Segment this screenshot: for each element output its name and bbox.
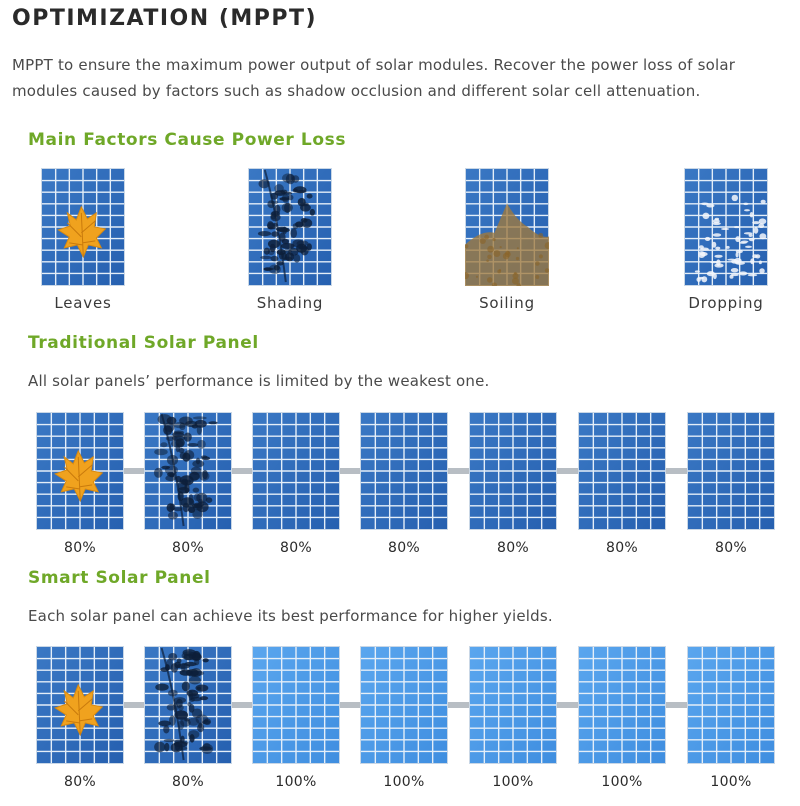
- module-output-value: 80%: [387, 540, 421, 556]
- smart-module: 80%: [30, 646, 130, 790]
- solar-panel-icon: [469, 646, 557, 764]
- factor-shading: Shading: [230, 168, 350, 312]
- module-output-value: 80%: [171, 540, 205, 556]
- module-output-value: 80%: [63, 540, 97, 556]
- factor-soiling: Soiling: [447, 168, 567, 312]
- traditional-module: 80%: [30, 412, 130, 556]
- module-output-value: 80%: [496, 540, 530, 556]
- leaf-panel-icon: [36, 646, 124, 764]
- smart-module: 100%: [246, 646, 346, 790]
- intro-text: MPPT to ensure the maximum power output …: [12, 56, 736, 100]
- module-output-value: 80%: [279, 540, 313, 556]
- page-title: OPTIMIZATION (MPPT): [12, 6, 318, 31]
- smart-title: Smart Solar Panel: [28, 568, 211, 588]
- smart-module: 100%: [681, 646, 781, 790]
- solar-panel-icon: [360, 412, 448, 530]
- solar-panel-icon: [252, 412, 340, 530]
- module-output-value: 100%: [275, 774, 317, 790]
- module-output-value: 80%: [171, 774, 205, 790]
- leaf-panel-icon: [41, 168, 125, 286]
- module-output-value: 80%: [63, 774, 97, 790]
- solar-panel-icon: [578, 412, 666, 530]
- factor-label: Dropping: [688, 294, 764, 312]
- shading-panel-icon: [248, 168, 332, 286]
- dropping-panel-icon: [684, 168, 768, 286]
- solar-panel-icon: [687, 646, 775, 764]
- solar-panel-icon: [360, 646, 448, 764]
- traditional-string: 80% 80% 80% 80% 80% 80% 80%: [0, 412, 800, 572]
- smart-module: 80%: [138, 646, 238, 790]
- shading-panel-icon: [144, 646, 232, 764]
- module-output-value: 100%: [383, 774, 425, 790]
- traditional-module: 80%: [138, 412, 238, 556]
- traditional-module: 80%: [572, 412, 672, 556]
- factor-leaves: Leaves: [23, 168, 143, 312]
- traditional-title: Traditional Solar Panel: [28, 333, 259, 353]
- traditional-module: 80%: [463, 412, 563, 556]
- traditional-description: All solar panels’ performance is limited…: [28, 372, 490, 390]
- smart-description: Each solar panel can achieve its best pe…: [28, 607, 553, 625]
- solar-panel-icon: [687, 412, 775, 530]
- smart-module: 100%: [354, 646, 454, 790]
- factor-label: Soiling: [479, 294, 535, 312]
- soiling-panel-icon: [465, 168, 549, 286]
- solar-panel-icon: [578, 646, 666, 764]
- smart-string: 80% 80% 100% 100% 100% 100% 100%: [0, 646, 800, 806]
- factor-label: Leaves: [54, 294, 112, 312]
- smart-module: 100%: [572, 646, 672, 790]
- module-output-value: 100%: [492, 774, 534, 790]
- solar-panel-icon: [252, 646, 340, 764]
- smart-module: 100%: [463, 646, 563, 790]
- module-output-value: 100%: [710, 774, 752, 790]
- traditional-module: 80%: [354, 412, 454, 556]
- factor-label: Shading: [256, 294, 324, 312]
- module-output-value: 100%: [601, 774, 643, 790]
- module-output-value: 80%: [605, 540, 639, 556]
- shading-panel-icon: [144, 412, 232, 530]
- factors-row: Leaves Shading Soiling Dropping: [0, 168, 800, 318]
- leaf-panel-icon: [36, 412, 124, 530]
- traditional-module: 80%: [681, 412, 781, 556]
- traditional-module: 80%: [246, 412, 346, 556]
- factor-dropping: Dropping: [666, 168, 786, 312]
- module-output-value: 80%: [714, 540, 748, 556]
- factors-title: Main Factors Cause Power Loss: [28, 130, 347, 150]
- solar-panel-icon: [469, 412, 557, 530]
